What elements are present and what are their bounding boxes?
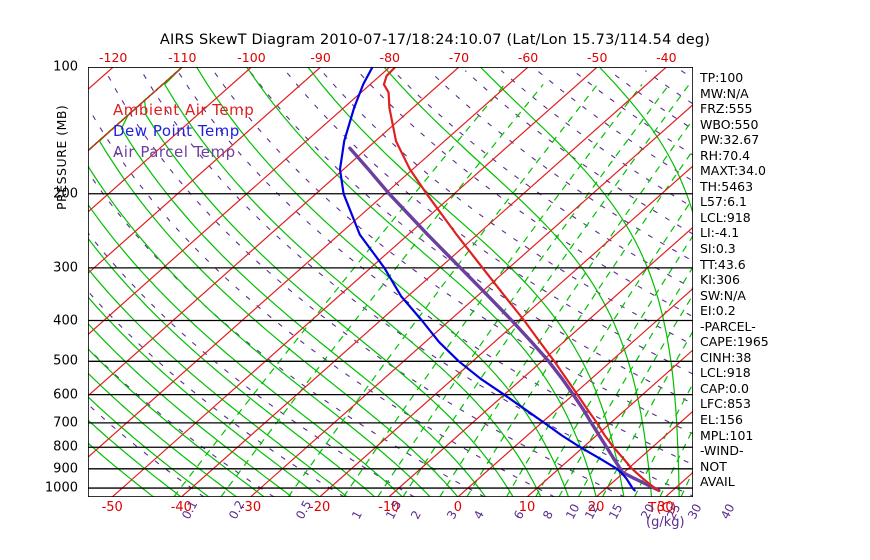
mixing-ratio-lines <box>173 84 693 497</box>
bottom-temp-tick--10: -10 <box>378 500 400 515</box>
top-temp-tick--80: -80 <box>379 50 400 65</box>
plot-area <box>88 67 693 497</box>
pressure-tick-900: 900 <box>53 461 78 477</box>
bottom-temp-tick--40: -40 <box>170 500 192 515</box>
param-23: MPL:101 <box>700 427 754 443</box>
legend-air-parcel-temp: Air Parcel Temp <box>113 143 236 161</box>
param-13: KI:306 <box>700 272 740 288</box>
param-11: SI:0.3 <box>700 241 736 257</box>
param-5: RH:70.4 <box>700 147 751 163</box>
page-title: AIRS SkewT Diagram 2010-07-17/18:24:10.0… <box>159 32 711 48</box>
mixing-ratio-tick-40: 40 <box>718 501 738 522</box>
param-17: CAPE:1965 <box>700 334 769 350</box>
skewt-plot-svg <box>88 67 693 497</box>
mixing-ratio-tick-10: 10 <box>563 501 583 522</box>
param-19: LCL:918 <box>700 365 751 381</box>
param-6: MAXT:34.0 <box>700 163 766 179</box>
top-temp-tick--100: -100 <box>237 50 266 65</box>
param-15: EI:0.2 <box>700 303 736 319</box>
param-24: -WIND- <box>700 443 744 459</box>
bottom-temp-tick--30: -30 <box>239 500 262 515</box>
param-0: TP:100 <box>700 70 744 85</box>
param-16: -PARCEL- <box>700 318 756 334</box>
top-temp-tick--60: -60 <box>517 50 539 65</box>
temperature-axis-label: T(C) <box>648 500 677 516</box>
profile-traces <box>338 67 661 493</box>
param-25: NOT <box>700 458 727 474</box>
pressure-tick-1000: 1000 <box>44 480 78 496</box>
trace-air-parcel-temp <box>348 146 661 493</box>
mixing-ratio-tick-30: 30 <box>684 501 705 522</box>
bottom-temp-tick-0: 0 <box>453 500 463 515</box>
param-8: L57:6.1 <box>700 194 747 210</box>
param-2: FRZ:555 <box>700 101 753 117</box>
param-1: MW:N/A <box>700 85 749 101</box>
param-9: LCL:918 <box>700 209 751 225</box>
bottom-temp-tick-30: 30 <box>657 500 674 515</box>
sounding-parameter-panel: TP:100 MW:N/A FRZ:555 WBO:550 PW:32.67 RH:70.… <box>700 70 800 490</box>
pressure-tick-200: 200 <box>53 186 78 202</box>
pressure-tick-600: 600 <box>53 387 78 403</box>
mixing-ratio-unit-label: (g/kg) <box>646 515 685 530</box>
legend-ambient-air-temp: Ambient Air Temp <box>113 101 255 119</box>
param-26: AVAIL <box>700 474 735 490</box>
legend-dew-point-temp: Dew Point Temp <box>113 122 240 140</box>
bottom-temp-tick--20: -20 <box>309 500 331 515</box>
bottom-temp-tick--50: -50 <box>101 500 123 515</box>
top-temp-tick--70: -70 <box>448 50 470 65</box>
mixing-ratio-tick-8: 8 <box>539 508 556 522</box>
param-4: PW:32.67 <box>700 132 760 148</box>
trace-dew-point-temp <box>338 67 636 492</box>
param-22: EL:156 <box>700 412 743 428</box>
pressure-tick-700: 700 <box>53 415 78 431</box>
pressure-tick-800: 800 <box>53 439 78 455</box>
pressure-tick-500: 500 <box>53 353 78 369</box>
param-7: TH:5463 <box>700 178 754 194</box>
param-12: TT:43.6 <box>700 256 746 272</box>
mixing-ratio-tick-2: 2 <box>407 508 424 522</box>
top-temp-tick--90: -90 <box>310 50 331 65</box>
param-20: CAP:0.0 <box>700 380 749 396</box>
top-temp-tick--120: -120 <box>99 50 128 65</box>
param-14: SW:N/A <box>700 287 746 303</box>
top-temp-tick--40: -40 <box>656 50 677 65</box>
pressure-tick-300: 300 <box>53 260 78 276</box>
param-18: CINH:38 <box>700 349 752 365</box>
top-temp-tick--110: -110 <box>168 50 197 65</box>
pressure-tick-400: 400 <box>53 313 78 328</box>
moist-adiabat-lines <box>88 67 693 497</box>
bottom-temp-tick-10: 10 <box>518 500 536 515</box>
bottom-temp-tick-20: 20 <box>587 500 605 515</box>
param-3: WBO:550 <box>700 116 759 132</box>
mixing-ratio-tick-15: 15 <box>606 501 627 522</box>
mixing-ratio-tick-4: 4 <box>471 508 488 522</box>
top-temp-tick--50: -50 <box>586 50 608 65</box>
mixing-ratio-tick-1: 1 <box>348 508 365 522</box>
param-10: LI:-4.1 <box>700 225 740 241</box>
pressure-tick-100: 100 <box>53 59 78 75</box>
param-21: LFC:853 <box>700 396 751 412</box>
trace-ambient-air-temp <box>382 67 661 492</box>
